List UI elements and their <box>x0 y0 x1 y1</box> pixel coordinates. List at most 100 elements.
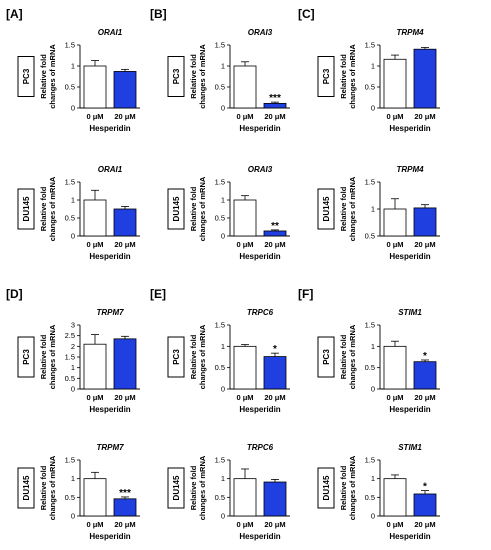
chart-orai3-du145: ORAI3 DU145 Relative fold changes of mRNA 0 0… <box>167 165 290 261</box>
chart-title: ORAI3 <box>248 165 273 174</box>
y-tick-label: 2 <box>71 342 75 351</box>
x-axis-label: Hesperidin <box>89 124 130 133</box>
x-axis-label: Hesperidin <box>389 532 430 541</box>
y-tick-label: 1.5 <box>365 456 375 465</box>
chart-trpc6-du145: TRPC6 DU145 Relative fold changes of mRNA 0 0… <box>167 443 290 541</box>
y-tick-label: 0 <box>221 232 225 241</box>
chart-title: TRPM7 <box>96 308 124 317</box>
y-axis-label: changes of mRNA <box>348 455 357 520</box>
y-tick-label: 1.5 <box>365 178 375 187</box>
y-tick-label: 3 <box>71 321 75 330</box>
y-tick-label: 1.5 <box>215 178 225 187</box>
x-tick-label: 20 μM <box>414 520 435 529</box>
y-tick-label: 0 <box>71 232 75 241</box>
y-axis-label: changes of mRNA <box>348 176 357 241</box>
x-tick-label: 0 μM <box>236 240 253 249</box>
x-tick-label: 0 μM <box>236 520 253 529</box>
y-tick-label: 1.5 <box>365 41 375 50</box>
y-tick-label: 2.5 <box>65 331 75 340</box>
y-axis-label: Relative fold <box>189 54 198 99</box>
cell-line-label: DU145 <box>322 475 331 500</box>
x-tick-label: 20 μM <box>264 520 285 529</box>
x-axis-label: Hesperidin <box>239 124 280 133</box>
y-axis-label: Relative fold <box>339 186 348 231</box>
y-axis-label: changes of mRNA <box>48 324 57 389</box>
y-tick-label: 1.5 <box>65 353 75 362</box>
y-axis-label: changes of mRNA <box>48 176 57 241</box>
x-tick-label: 20 μM <box>264 112 285 121</box>
chart-title: TRPM4 <box>396 165 424 174</box>
chart-title: STIM1 <box>398 308 422 317</box>
cell-line-label: DU145 <box>172 196 181 221</box>
cell-line-label: PC3 <box>172 349 181 365</box>
y-axis-label: changes of mRNA <box>48 44 57 109</box>
y-tick-label: 1 <box>71 196 75 205</box>
y-axis-label: changes of mRNA <box>198 44 207 109</box>
bar-treated <box>263 481 287 517</box>
x-axis-label: Hesperidin <box>89 405 130 414</box>
x-axis-label: Hesperidin <box>239 405 280 414</box>
y-tick-label: 1 <box>371 62 375 71</box>
y-axis-label: changes of mRNA <box>198 176 207 241</box>
bar-treated <box>113 71 137 109</box>
chart-title: TRPC6 <box>247 443 274 452</box>
cell-line-label: PC3 <box>322 68 331 84</box>
bar-treated <box>113 498 137 517</box>
cell-line-label: DU145 <box>22 475 31 500</box>
y-axis-label: changes of mRNA <box>198 455 207 520</box>
y-axis-label: Relative fold <box>39 186 48 231</box>
y-tick-label: 0.5 <box>215 363 225 372</box>
cell-line-label: PC3 <box>172 68 181 84</box>
cell-line-box <box>17 188 35 230</box>
chart-title: ORAI1 <box>98 165 123 174</box>
chart-stim1-pc3: STIM1 PC3 Relative fold changes of mRNA 0 0.5… <box>317 308 440 414</box>
y-tick-label: 0 <box>371 512 375 521</box>
bar-control <box>233 65 257 109</box>
y-tick-label: 1.5 <box>65 456 75 465</box>
panel-label: [A] <box>6 7 23 21</box>
y-tick-label: 0.5 <box>365 83 375 92</box>
x-tick-label: 20 μM <box>264 393 285 402</box>
bar-control <box>383 208 407 237</box>
x-tick-label: 0 μM <box>386 112 403 121</box>
bar-treated <box>113 208 137 237</box>
bar-control <box>233 478 257 517</box>
y-tick-label: 1.5 <box>215 321 225 330</box>
cell-line-box <box>167 56 185 97</box>
y-tick-label: 1.5 <box>215 456 225 465</box>
x-tick-label: 20 μM <box>414 240 435 249</box>
bar-treated <box>413 207 437 237</box>
y-tick-label: 1 <box>71 474 75 483</box>
y-axis-label: Relative fold <box>339 465 348 510</box>
cell-line-box <box>17 467 35 509</box>
y-tick-label: 0.5 <box>215 83 225 92</box>
x-tick-label: 0 μM <box>386 240 403 249</box>
chart-trpm7-du145: TRPM7 DU145 Relative fold changes of mRNA 0 0… <box>17 443 140 541</box>
y-axis-label: Relative fold <box>189 465 198 510</box>
significance-marker: * <box>423 482 427 493</box>
y-tick-label: 0.5 <box>65 214 75 223</box>
x-tick-label: 0 μM <box>386 393 403 402</box>
bar-treated <box>413 493 437 517</box>
y-tick-label: 0.5 <box>215 493 225 502</box>
y-tick-label: 1.5 <box>215 41 225 50</box>
cell-line-box <box>167 467 185 509</box>
cell-line-label: DU145 <box>172 475 181 500</box>
x-axis-label: Hesperidin <box>389 405 430 414</box>
chart-trpm7-pc3: TRPM7 PC3 Relative fold changes of mRNA 0 0.5… <box>17 308 140 414</box>
y-axis-label: Relative fold <box>39 465 48 510</box>
y-axis-label: Relative fold <box>39 334 48 379</box>
y-tick-label: 1 <box>221 62 225 71</box>
x-tick-label: 20 μM <box>114 520 135 529</box>
bar-control <box>83 65 107 109</box>
y-tick-label: 0.5 <box>65 493 75 502</box>
panel-label: [F] <box>298 287 313 301</box>
cell-line-label: DU145 <box>22 196 31 221</box>
y-tick-label: 0 <box>71 104 75 113</box>
chart-title: TRPC6 <box>247 308 274 317</box>
significance-marker: * <box>273 344 277 355</box>
x-axis-label: Hesperidin <box>239 532 280 541</box>
cell-line-box <box>167 336 185 378</box>
cell-line-box <box>317 467 335 509</box>
